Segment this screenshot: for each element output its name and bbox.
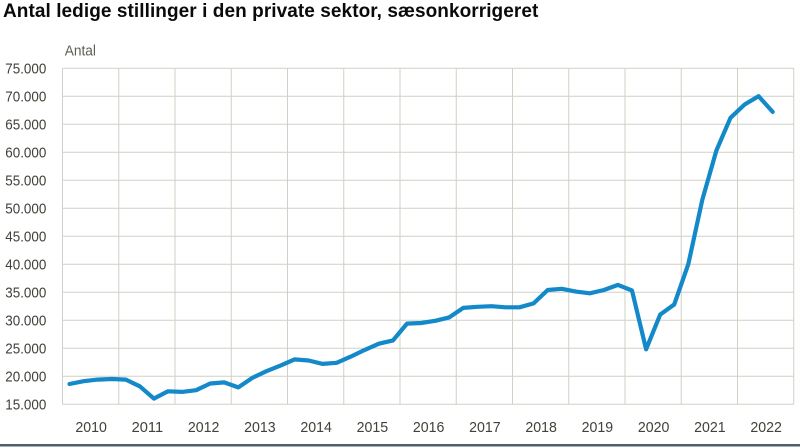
svg-text:2012: 2012 xyxy=(188,419,220,436)
svg-text:2010: 2010 xyxy=(75,419,107,436)
svg-text:2016: 2016 xyxy=(413,419,445,436)
svg-text:15.000: 15.000 xyxy=(5,397,46,414)
svg-text:40.000: 40.000 xyxy=(5,257,46,274)
svg-text:Antal: Antal xyxy=(65,43,96,60)
svg-text:60.000: 60.000 xyxy=(5,145,46,162)
svg-text:65.000: 65.000 xyxy=(5,117,46,134)
svg-text:25.000: 25.000 xyxy=(5,341,46,358)
svg-text:2018: 2018 xyxy=(525,419,557,436)
svg-text:20.000: 20.000 xyxy=(5,369,46,386)
svg-text:2015: 2015 xyxy=(357,419,389,436)
svg-text:2011: 2011 xyxy=(132,419,164,436)
svg-text:35.000: 35.000 xyxy=(5,285,46,302)
svg-text:2022: 2022 xyxy=(750,419,782,436)
svg-text:2021: 2021 xyxy=(694,419,726,436)
svg-text:55.000: 55.000 xyxy=(5,173,46,190)
svg-text:45.000: 45.000 xyxy=(5,229,46,246)
svg-text:75.000: 75.000 xyxy=(5,61,46,78)
svg-text:2020: 2020 xyxy=(638,419,670,436)
svg-text:2017: 2017 xyxy=(469,419,501,436)
svg-text:Antal ledige stillinger i den: Antal ledige stillinger i den private se… xyxy=(3,1,539,22)
svg-text:2014: 2014 xyxy=(300,419,332,436)
svg-text:70.000: 70.000 xyxy=(5,89,46,106)
svg-text:2019: 2019 xyxy=(582,419,614,436)
svg-text:50.000: 50.000 xyxy=(5,201,46,218)
svg-text:30.000: 30.000 xyxy=(5,313,46,330)
svg-text:2013: 2013 xyxy=(244,419,276,436)
